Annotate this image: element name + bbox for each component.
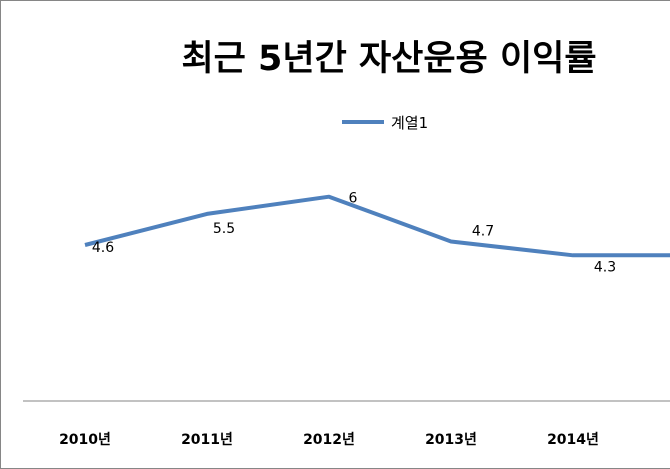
data-label: 4.7 bbox=[472, 224, 494, 240]
data-label: 5.5 bbox=[213, 221, 235, 237]
data-label: 4.6 bbox=[92, 240, 114, 256]
data-label: 4.3 bbox=[594, 259, 616, 275]
x-tick-label: 2011년 bbox=[181, 432, 233, 448]
x-tick-label: 2013년 bbox=[425, 432, 477, 448]
legend: 계열1 bbox=[342, 114, 428, 132]
data-labels: 4.65.564.74.34.3 bbox=[92, 191, 616, 276]
legend-label: 계열1 bbox=[391, 114, 428, 132]
chart-title: 최근 5년간 자산운용 이익률 bbox=[181, 39, 596, 79]
x-tick-label: 2012년 bbox=[303, 432, 355, 448]
x-tick-label: 2014년 bbox=[547, 432, 599, 448]
x-axis-ticks: 2010년2011년2012년2013년2014년2015년 bbox=[59, 432, 670, 448]
data-label: 6 bbox=[349, 191, 358, 207]
series-line bbox=[84, 194, 670, 258]
x-tick-label: 2010년 bbox=[59, 432, 111, 448]
series-layer bbox=[84, 194, 670, 258]
